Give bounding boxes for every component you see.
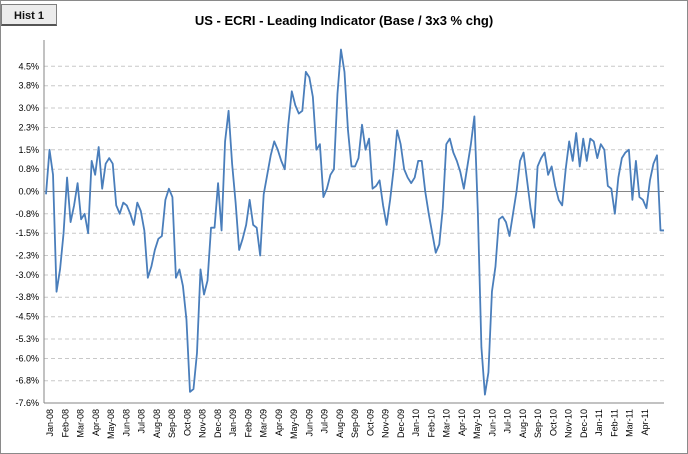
x-tick-label: Sep-08 bbox=[167, 409, 177, 438]
x-tick-label: Nov-09 bbox=[381, 409, 391, 438]
y-tick-label: 1.5% bbox=[18, 145, 39, 155]
x-tick-label: Dec-09 bbox=[396, 409, 406, 438]
x-tick-label: Sep-09 bbox=[350, 409, 360, 438]
x-tick-label: Mar-09 bbox=[259, 409, 269, 438]
x-tick-label: Mar-08 bbox=[76, 409, 86, 438]
y-tick-label: -5.3% bbox=[15, 334, 39, 344]
x-tick-label: Jun-09 bbox=[304, 409, 314, 437]
x-tick-label: Jul-10 bbox=[503, 409, 513, 434]
x-tick-label: Jan-09 bbox=[228, 409, 238, 437]
y-tick-label: 3.0% bbox=[18, 103, 39, 113]
x-tick-label: Dec-08 bbox=[213, 409, 223, 438]
y-tick-label: -6.0% bbox=[15, 353, 39, 363]
y-tick-label: -0.8% bbox=[15, 209, 39, 219]
sheet-tab-hist-1[interactable]: Hist 1 bbox=[1, 4, 57, 26]
x-tick-label: Dec-10 bbox=[579, 409, 589, 438]
x-tick-label: Apr-08 bbox=[91, 409, 101, 436]
x-tick-label: Apr-10 bbox=[457, 409, 467, 436]
x-tick-label: May-10 bbox=[472, 409, 482, 439]
x-tick-label: Feb-11 bbox=[609, 409, 619, 437]
y-tick-label: 2.3% bbox=[18, 122, 39, 132]
y-tick-label: -4.5% bbox=[15, 312, 39, 322]
y-tick-label: -3.8% bbox=[15, 292, 39, 302]
x-tick-label: Feb-10 bbox=[426, 409, 436, 438]
x-tick-label: Aug-10 bbox=[518, 409, 528, 438]
x-tick-label: Jan-08 bbox=[45, 409, 55, 437]
x-tick-label: Sep-10 bbox=[533, 409, 543, 438]
y-tick-label: 3.8% bbox=[18, 81, 39, 91]
y-tick-label: 0.8% bbox=[18, 164, 39, 174]
x-tick-label: Aug-08 bbox=[152, 409, 162, 438]
y-tick-label: -7.6% bbox=[15, 398, 39, 408]
x-tick-label: May-08 bbox=[106, 409, 116, 439]
series-line-ecri bbox=[45, 48, 664, 396]
x-tick-label: Oct-08 bbox=[182, 409, 192, 436]
x-tick-label: Jan-10 bbox=[411, 409, 421, 437]
x-tick-label: Jul-09 bbox=[320, 409, 330, 434]
x-tick-label: Mar-11 bbox=[625, 409, 635, 437]
x-tick-label: Aug-09 bbox=[335, 409, 345, 438]
x-tick-label: Mar-10 bbox=[442, 409, 452, 438]
x-tick-label: May-09 bbox=[289, 409, 299, 439]
y-tick-label: 0.0% bbox=[18, 186, 39, 196]
y-tick-label: -3.0% bbox=[15, 270, 39, 280]
x-tick-label: Oct-09 bbox=[365, 409, 375, 436]
x-tick-label: Apr-09 bbox=[274, 409, 284, 436]
x-tick-label: Jan-11 bbox=[594, 409, 604, 436]
y-tick-label: 4.5% bbox=[18, 61, 39, 71]
x-tick-label: Jul-08 bbox=[137, 409, 147, 434]
x-tick-label: Feb-09 bbox=[243, 409, 253, 438]
y-tick-label: -2.3% bbox=[15, 251, 39, 261]
x-tick-label: Apr-11 bbox=[640, 409, 650, 435]
y-tick-label: -6.8% bbox=[15, 376, 39, 386]
x-tick-label: Jun-08 bbox=[121, 409, 131, 437]
x-tick-label: Jun-10 bbox=[487, 409, 497, 437]
y-tick-label: -1.5% bbox=[15, 228, 39, 238]
chart-title: US - ECRI - Leading Indicator (Base / 3x… bbox=[194, 13, 494, 28]
x-tick-label: Nov-10 bbox=[564, 409, 574, 438]
x-tick-label: Nov-08 bbox=[198, 409, 208, 438]
x-tick-label: Feb-08 bbox=[60, 409, 70, 438]
x-tick-label: Oct-10 bbox=[548, 409, 558, 436]
